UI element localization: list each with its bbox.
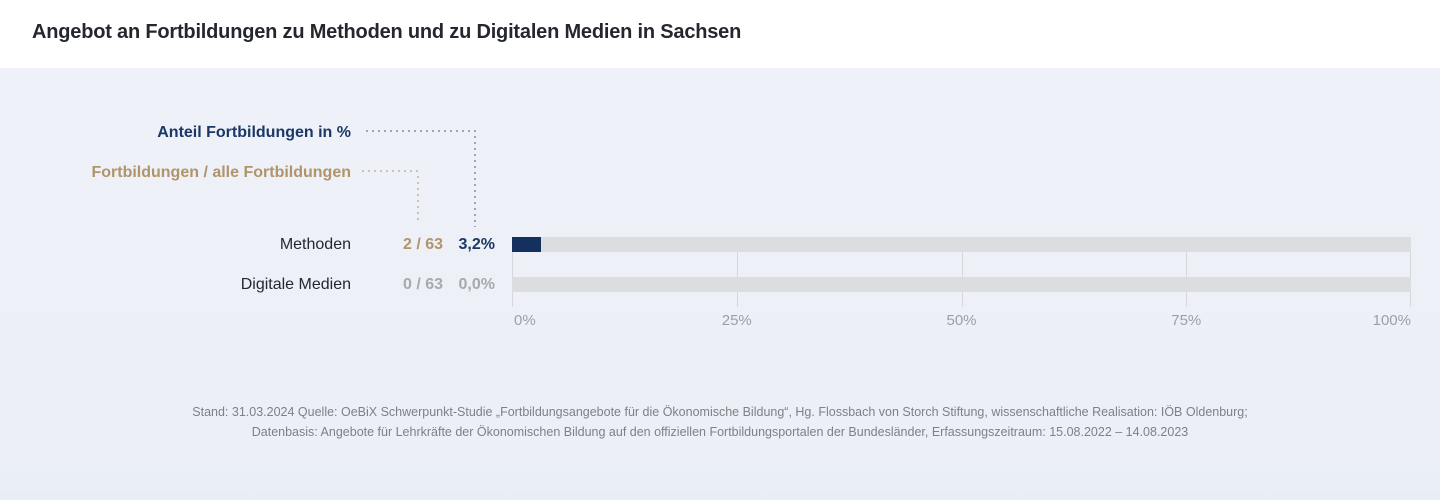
gridline-100 [1410, 237, 1411, 307]
percent-value-methoden: 3,2% [458, 236, 495, 253]
legend-percent-connector-vertical [474, 136, 476, 227]
source-note-line1: Stand: 31.03.2024 Quelle: OeBiX Schwerpu… [192, 405, 1248, 419]
source-note: Stand: 31.03.2024 Quelle: OeBiX Schwerpu… [0, 402, 1440, 442]
legend-ratio-connector-horizontal [362, 170, 420, 172]
x-axis: 0% 25% 50% 75% 100% [512, 311, 1411, 331]
percent-value-digitale-medien: 0,0% [458, 276, 495, 293]
legend-percent-label: Anteil Fortbildungen in % [157, 124, 351, 141]
axis-tick-0: 0% [514, 312, 536, 329]
ratio-value-methoden: 2 / 63 [402, 236, 443, 253]
legend-ratio-label: Fortbildungen / alle Fortbildungen [91, 164, 351, 181]
bar-track-methoden [512, 237, 1411, 252]
legend-ratio-connector-vertical [417, 176, 419, 222]
gridline-50 [961, 237, 963, 307]
gridline-75 [1186, 237, 1188, 307]
gridlines [512, 237, 1411, 307]
category-label-methoden: Methoden [279, 236, 351, 253]
legend-percent-connector-horizontal [366, 130, 476, 132]
page-title: Angebot an Fortbildungen zu Methoden und… [32, 21, 742, 43]
chart-panel: Anteil Fortbildungen in % Fortbildungen … [0, 68, 1440, 500]
gridline-25 [736, 237, 738, 307]
axis-tick-100: 100% [1372, 312, 1411, 329]
category-label-digitale-medien: Digitale Medien [240, 276, 351, 293]
gridline-0 [512, 237, 513, 307]
bar-track-digitale-medien [512, 277, 1411, 292]
source-note-line2: Datenbasis: Angebote für Lehrkräfte der … [251, 425, 1189, 439]
page-header: Angebot an Fortbildungen zu Methoden und… [0, 0, 1440, 68]
axis-tick-50: 50% [946, 312, 977, 329]
axis-tick-25: 25% [721, 312, 752, 329]
ratio-value-digitale-medien: 0 / 63 [402, 276, 443, 293]
bar-fill-methoden [512, 237, 541, 252]
axis-tick-75: 75% [1171, 312, 1202, 329]
